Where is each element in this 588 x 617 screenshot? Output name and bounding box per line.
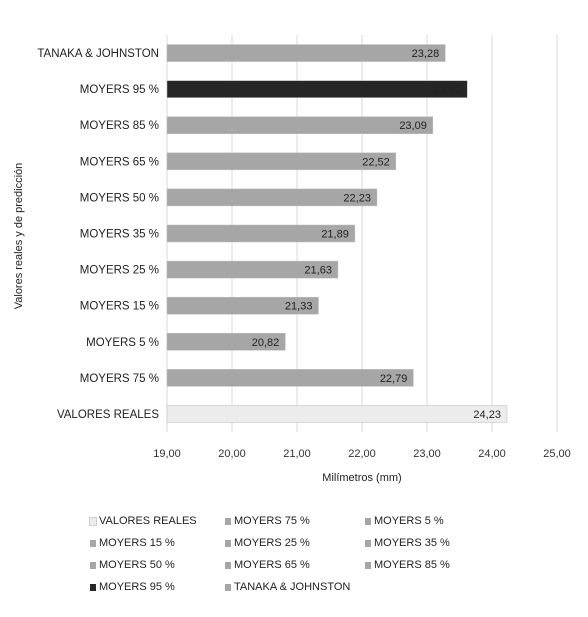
x-axis-title: Milímetros (mm) [322,472,401,484]
legend-item: MOYERS 35 % [365,537,505,549]
x-tick-label: 19,00 [153,448,181,460]
value-label: 23,09 [399,120,427,132]
value-label: 21,63 [304,265,332,277]
bar [166,224,356,243]
legend-label: MOYERS 50 % [99,559,175,571]
value-label: 22,23 [343,192,371,204]
x-tick-label: 23,00 [413,448,441,460]
bar [166,333,286,351]
category-label: MOYERS 15 % [80,301,159,313]
legend-item: MOYERS 25 % [225,537,365,549]
bar [166,405,508,423]
legend-item: TANAKA & JOHNSTON [225,581,365,593]
bar [166,188,378,207]
legend-item: VALORES REALES [89,515,225,527]
legend-item: MOYERS 75 % [225,515,365,527]
legend-row: MOYERS 15 % MOYERS 25 % MOYERS 35 % [90,532,570,554]
bar [166,260,339,279]
value-label: 23,62 [434,84,462,96]
bar [166,369,414,387]
legend-label: MOYERS 95 % [99,581,175,593]
x-tick-label: 21,00 [283,448,311,460]
legend-label: MOYERS 75 % [234,515,310,527]
legend-label: MOYERS 5 % [374,515,444,527]
x-tick-label: 22,00 [348,448,376,460]
legend-label: MOYERS 85 % [374,559,450,571]
legend-label: MOYERS 15 % [99,537,175,549]
value-label: 22,79 [380,373,408,385]
value-label: 22,52 [362,156,390,168]
category-label: MOYERS 25 % [80,265,159,277]
legend-swatch [365,561,371,569]
legend-swatch [225,561,231,569]
x-tick-labels: 19,00 20,00 21,00 22,00 23,00 24,00 25,00 [153,448,571,460]
bar [166,44,446,62]
bars [166,44,508,423]
bar [166,296,319,315]
legend-swatch [225,539,231,547]
legend-row: MOYERS 50 % MOYERS 65 % MOYERS 85 % [90,554,570,576]
legend-item: MOYERS 85 % [365,559,505,571]
legend-label: MOYERS 65 % [234,559,310,571]
category-label: TANAKA & JOHNSTON [37,48,159,60]
x-tick-label: 25,00 [543,448,571,460]
x-tick-label: 24,00 [478,448,506,460]
legend-swatch [225,583,231,591]
bar [166,152,397,171]
chart-legend: VALORES REALES MOYERS 75 % MOYERS 5 % MOYER… [89,510,570,598]
legend-row: VALORES REALES MOYERS 75 % MOYERS 5 % [89,510,570,532]
category-label: MOYERS 5 % [86,337,159,349]
legend-swatch [225,517,231,525]
legend-row: MOYERS 95 % TANAKA & JOHNSTON [90,576,570,598]
legend-item: MOYERS 15 % [90,537,225,549]
value-labels: 23,28 23,62 23,09 22,52 22,23 21,89 21,63 21,33… [252,48,501,421]
value-label: 21,89 [321,229,349,241]
bar [166,80,468,98]
legend-swatch [90,583,96,591]
category-label: MOYERS 85 % [80,120,159,132]
legend-swatch [90,539,96,547]
legend-label: MOYERS 25 % [234,537,310,549]
legend-label: MOYERS 35 % [374,537,450,549]
category-label: MOYERS 75 % [80,373,159,385]
legend-label: VALORES REALES [99,515,197,527]
category-label: MOYERS 95 % [80,84,159,96]
legend-swatch [89,516,97,526]
legend-swatch [365,517,371,525]
x-tick-label: 20,00 [218,448,246,460]
value-label: 24,23 [473,409,501,421]
legend-item: MOYERS 95 % [90,581,225,593]
category-label: MOYERS 65 % [80,156,159,168]
category-label: MOYERS 35 % [80,229,159,241]
value-label: 23,28 [412,48,440,60]
legend-swatch [365,539,371,547]
legend-label: TANAKA & JOHNSTON [234,581,351,593]
legend-item: MOYERS 50 % [90,559,225,571]
value-label: 21,33 [285,301,313,313]
legend-item: MOYERS 65 % [225,559,365,571]
category-label: VALORES REALES [57,409,159,421]
y-axis-title: Valores reales y de predicción [13,163,25,310]
bar [166,116,434,134]
legend-swatch [90,561,96,569]
category-label: MOYERS 50 % [80,192,159,204]
category-labels: TANAKA & JOHNSTON MOYERS 95 % MOYERS 85 % M… [37,48,159,421]
value-label: 20,82 [252,337,280,349]
legend-item: MOYERS 5 % [365,515,505,527]
